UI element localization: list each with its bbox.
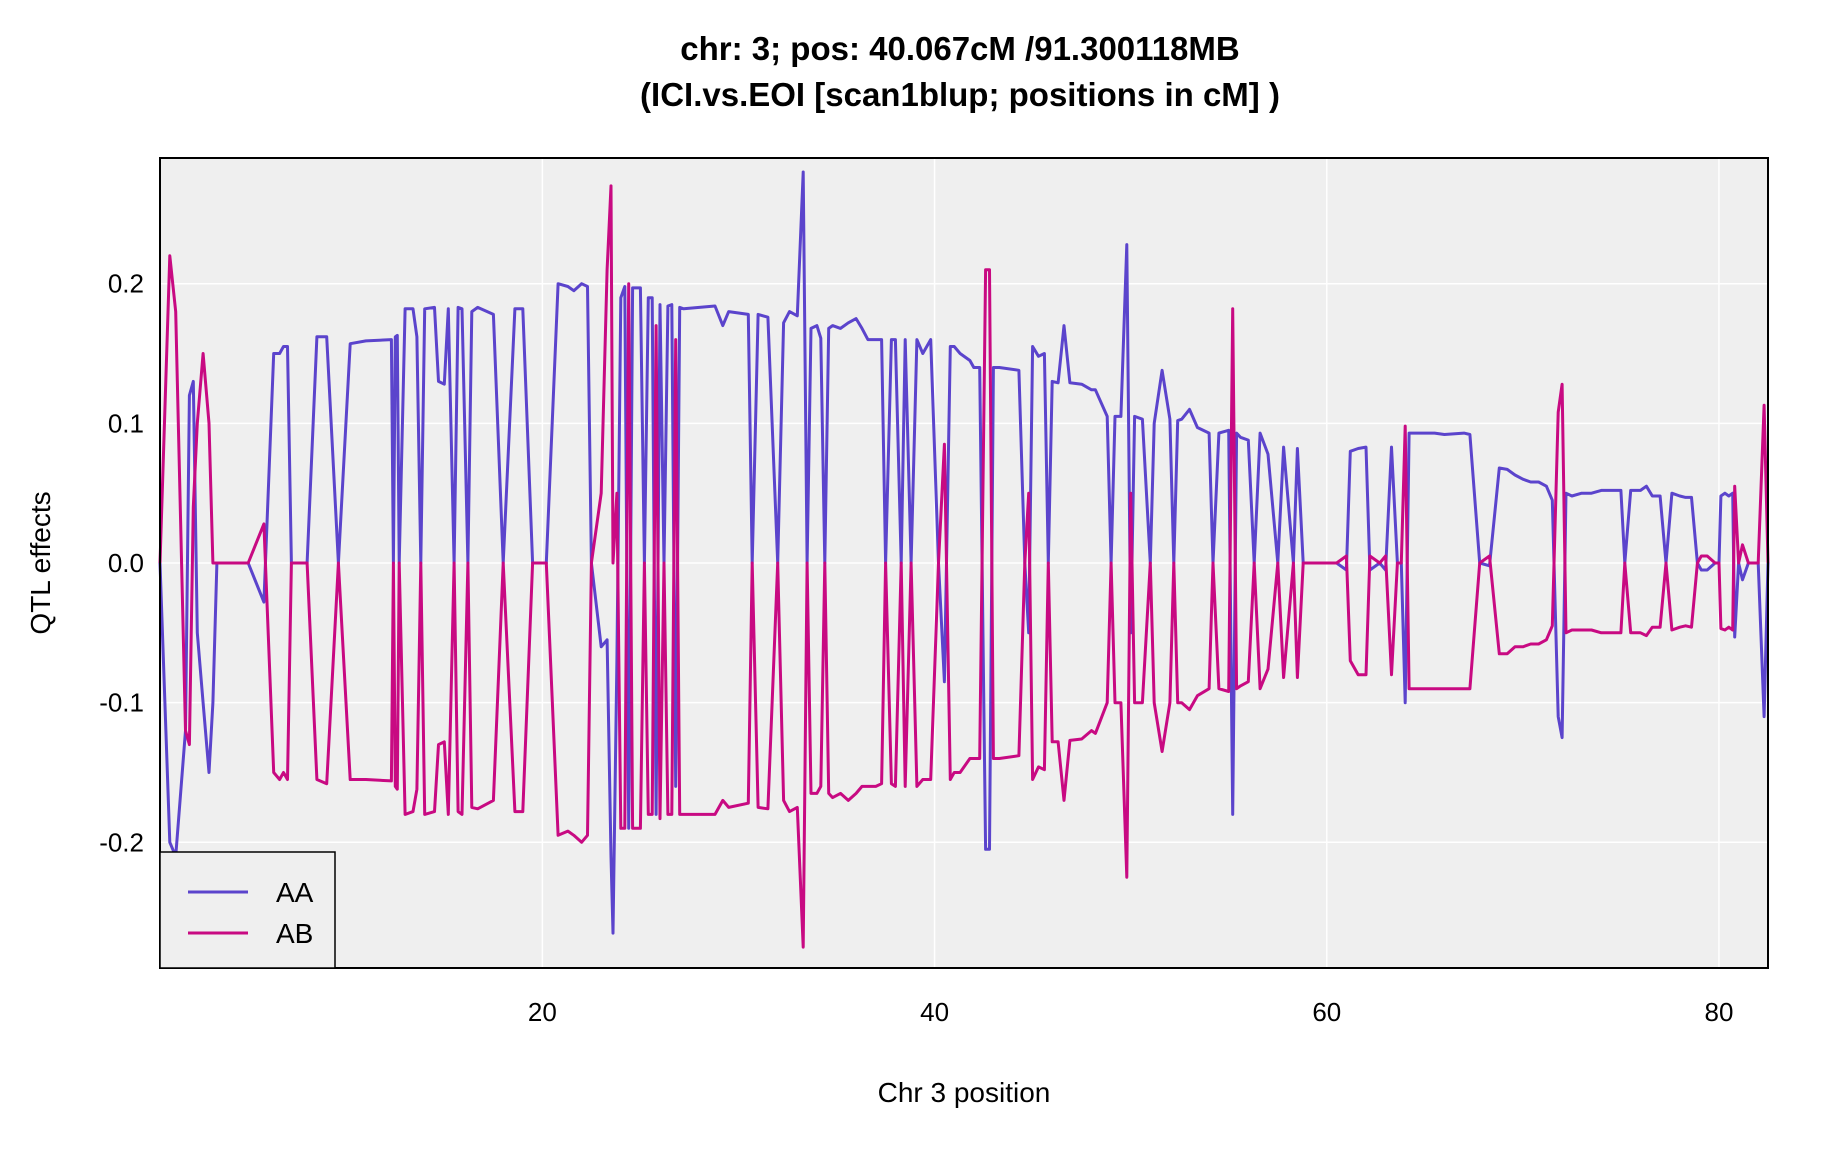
- legend-label-aa: AA: [276, 877, 314, 908]
- x-tick-label: 60: [1312, 997, 1341, 1027]
- y-axis-label: QTL effects: [25, 491, 56, 634]
- legend: AA AB: [159, 851, 336, 969]
- y-tick-label: -0.2: [99, 827, 144, 857]
- x-axis-label: Chr 3 position: [878, 1077, 1051, 1108]
- x-tick-label: 20: [528, 997, 557, 1027]
- series-line-ab: [158, 184, 1770, 949]
- y-tick-label: 0.1: [108, 408, 144, 438]
- y-tick-label: 0.2: [108, 269, 144, 299]
- legend-label-ab: AB: [276, 918, 313, 949]
- chart-title: chr: 3; pos: 40.067cM /91.300118MB: [680, 30, 1239, 67]
- series-layer: [158, 170, 1770, 949]
- plot-border: [159, 157, 1769, 969]
- chart-subtitle: (ICI.vs.EOI [scan1blup; positions in cM]…: [640, 76, 1280, 113]
- x-tick-label: 40: [920, 997, 949, 1027]
- y-tick-label: -0.1: [99, 688, 144, 718]
- series-line-aa: [158, 170, 1770, 935]
- y-tick-label: 0.0: [108, 548, 144, 578]
- y-axis-ticks: -0.2 -0.1 0.0 0.1 0.2: [99, 269, 144, 858]
- x-axis-ticks: 20 40 60 80: [528, 997, 1734, 1027]
- legend-box: [159, 851, 336, 969]
- x-tick-label: 80: [1705, 997, 1734, 1027]
